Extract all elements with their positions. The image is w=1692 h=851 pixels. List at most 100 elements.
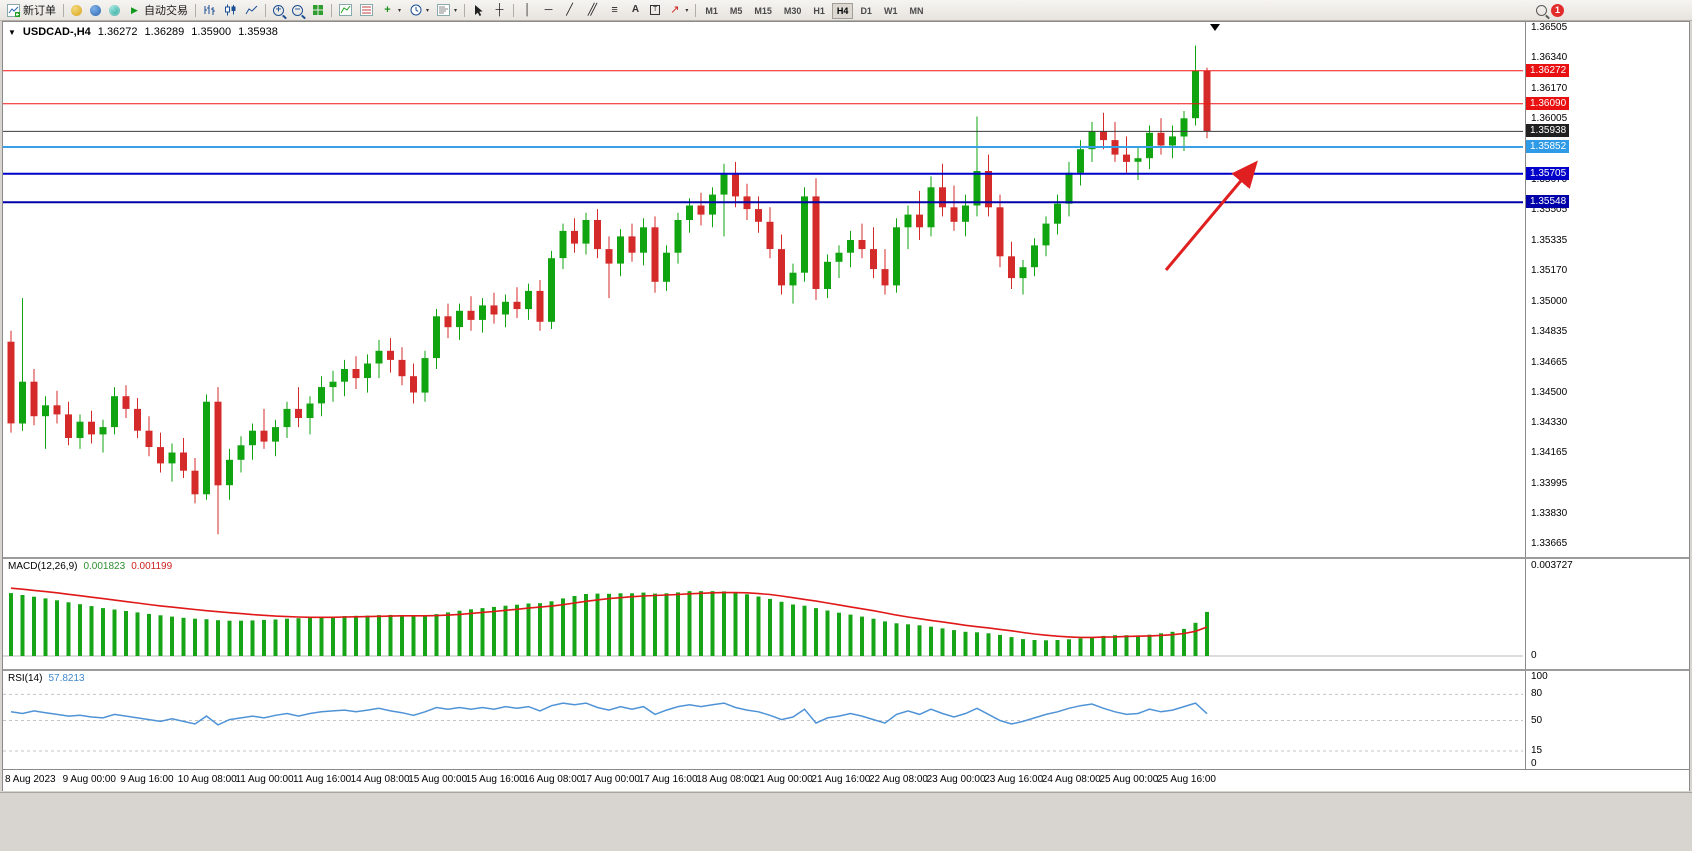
candle-body: [30, 381, 38, 417]
candle-body: [168, 452, 176, 464]
candle-body: [260, 430, 268, 442]
candle-body: [214, 401, 222, 486]
macd-axis[interactable]: 0.003727 0: [1525, 559, 1689, 669]
timeframe-M5[interactable]: M5: [725, 3, 748, 19]
text-button[interactable]: A: [625, 1, 646, 19]
crosshair-button[interactable]: ┼: [489, 1, 510, 19]
horizontal-line-icon: ─: [544, 3, 553, 16]
ohlc-high: 1.36289: [144, 26, 185, 38]
timeframe-M15[interactable]: M15: [749, 3, 777, 19]
candle-body: [858, 240, 866, 250]
indicators-button[interactable]: + ▾: [377, 1, 405, 19]
price-axis[interactable]: 1.365051.363401.361701.360051.358401.356…: [1525, 22, 1689, 557]
candle-body: [939, 187, 946, 208]
macd-plot[interactable]: MACD(12,26,9) 0.001823 0.001199: [3, 559, 1525, 669]
timeframe-MN[interactable]: MN: [904, 3, 928, 19]
periods-button[interactable]: ▾: [405, 1, 433, 19]
rsi-plot[interactable]: RSI(14) 57.8213: [3, 671, 1525, 769]
templates-button[interactable]: ▾: [433, 1, 461, 19]
rsi-axis-label: 0: [1531, 758, 1537, 769]
arrows-button[interactable]: ↗ ▾: [664, 1, 692, 19]
channel-icon: ╱╱: [587, 3, 597, 16]
candle-body: [111, 396, 118, 428]
chart-bars-button[interactable]: [199, 1, 220, 19]
trendline-button[interactable]: ╱: [559, 1, 580, 19]
data-window-button[interactable]: [356, 1, 377, 19]
macd-axis-label: 0.003727: [1531, 559, 1573, 571]
search-button[interactable]: [1532, 1, 1551, 19]
candle-body: [237, 445, 245, 460]
price-axis-label: 1.34835: [1531, 325, 1568, 337]
chart-line-button[interactable]: [241, 1, 262, 19]
channel-button[interactable]: ╱╱: [580, 1, 604, 19]
new-order-button[interactable]: 新订单: [3, 1, 60, 19]
crosshair-icon: ┼: [495, 3, 504, 16]
timeframe-D1[interactable]: D1: [855, 3, 877, 19]
price-axis-label: 1.36505: [1531, 22, 1568, 34]
pane-separator[interactable]: [3, 557, 1689, 559]
horizontal-line-button[interactable]: ─: [538, 1, 559, 19]
time-axis-label: 9 Aug 16:00: [120, 774, 174, 785]
candle-body: [1088, 131, 1096, 150]
candle-body: [1169, 136, 1176, 146]
candle-body: [1203, 70, 1211, 132]
candle-body: [479, 305, 486, 320]
time-axis-label: 21 Aug 16:00: [811, 774, 871, 785]
pane-separator[interactable]: [3, 669, 1689, 671]
autotrading-button[interactable]: ▶ 自动交易: [124, 1, 192, 19]
toolbar-separator: [63, 3, 64, 17]
indicator-list-button[interactable]: [335, 1, 356, 19]
price-axis-label: 1.34330: [1531, 417, 1568, 429]
label-button[interactable]: T: [646, 1, 664, 19]
chart-candles-button[interactable]: [220, 1, 241, 19]
time-axis[interactable]: 8 Aug 2023 9 Aug 00:00 9 Aug 16:00 10 Aug 0…: [3, 769, 1689, 791]
tile-windows-button[interactable]: [307, 1, 328, 19]
rsi-axis[interactable]: 100 80 50 15 0: [1525, 671, 1689, 769]
timeframe-H4[interactable]: H4: [831, 3, 854, 19]
search-icon: [1536, 4, 1547, 16]
chevron-down-icon: ▾: [426, 7, 430, 14]
vertical-line-button[interactable]: │: [517, 1, 538, 19]
price-axis-label: 1.35170: [1531, 264, 1568, 276]
publisher-button[interactable]: [67, 1, 86, 19]
timeframe-M30[interactable]: M30: [779, 3, 807, 19]
arrow-object-icon: ↗: [670, 3, 680, 16]
candle-body: [916, 214, 923, 228]
candles-layer: [7, 45, 1211, 535]
candle-body: [341, 369, 348, 382]
zoom-in-button[interactable]: +: [269, 1, 288, 19]
notification-badge[interactable]: 1: [1551, 3, 1564, 17]
chevron-down-icon: ▾: [454, 7, 458, 14]
fibonacci-icon: ≡: [611, 3, 618, 16]
candle-body: [7, 341, 15, 424]
fibonacci-button[interactable]: ≡: [604, 1, 625, 19]
trend-arrow[interactable]: [1164, 160, 1258, 271]
rsi-axis-label: 50: [1531, 714, 1543, 726]
candle-body: [536, 290, 544, 322]
timeframe-H1[interactable]: H1: [808, 3, 830, 19]
price-axis-label: 1.36170: [1531, 83, 1568, 95]
price-plot[interactable]: ▼ USDCAD-,H4 1.36272 1.36289 1.35900 1.3…: [3, 22, 1525, 557]
toolbar-separator: [464, 3, 466, 17]
support-icon: [109, 4, 120, 16]
cursor-button[interactable]: [468, 1, 489, 19]
community-button[interactable]: [86, 1, 105, 19]
time-axis-label: 24 Aug 08:00: [1041, 774, 1101, 785]
time-axis-label: 17 Aug 00:00: [581, 774, 640, 785]
candle-body: [42, 405, 49, 417]
candle-body: [502, 301, 509, 315]
timeframe-W1[interactable]: W1: [879, 3, 903, 19]
candle-body: [824, 261, 831, 289]
zoom-out-button[interactable]: −: [288, 1, 307, 19]
time-axis-label: 14 Aug 08:00: [350, 774, 410, 785]
text-icon: A: [631, 4, 640, 15]
candle-body: [88, 421, 95, 435]
timeframe-M1[interactable]: M1: [700, 3, 723, 19]
candle-body: [157, 447, 164, 464]
new-order-label: 新订单: [23, 5, 56, 17]
support-button[interactable]: [105, 1, 124, 19]
time-axis-label: 8 Aug 2023: [5, 774, 56, 785]
candle-body: [525, 290, 532, 310]
chart-collapse-icon[interactable]: ▼: [8, 27, 16, 37]
